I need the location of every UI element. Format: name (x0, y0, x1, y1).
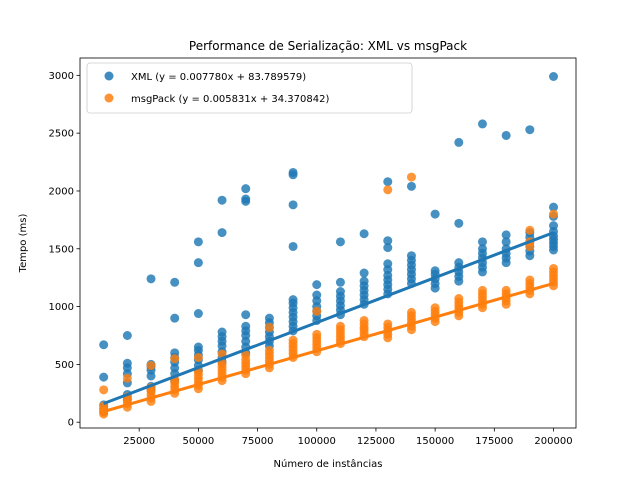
data-point (525, 125, 535, 135)
y-tick-label: 0 (68, 418, 74, 429)
data-point (525, 251, 535, 261)
data-point (501, 299, 511, 309)
data-point (170, 313, 180, 323)
data-point (99, 385, 109, 395)
data-point (122, 373, 132, 383)
y-axis-ticks: 0 500 1000 1500 2000 2500 3000 (49, 71, 80, 429)
legend-box (86, 62, 413, 114)
data-point (454, 137, 464, 147)
data-point (241, 196, 251, 206)
y-tick-label: 3000 (49, 71, 74, 82)
fit-line-1 (103, 281, 554, 413)
chart-title: Performance de Serialização: XML vs msgP… (189, 39, 467, 53)
data-point (383, 185, 393, 195)
legend-marker-msgpack (104, 93, 114, 103)
data-point (501, 130, 511, 140)
x-axis-ticks: 25000 50000 75000 100000 125000 150000 175000 2… (123, 428, 573, 447)
x-tick-label: 50000 (182, 436, 214, 447)
data-point (501, 237, 511, 247)
data-point (217, 228, 227, 238)
legend: XML (y = 0.007780x + 83.789579) msgPack … (86, 62, 413, 114)
data-point (146, 274, 156, 284)
series-0 (99, 72, 559, 417)
data-point (312, 280, 322, 290)
x-tick-label: 150000 (416, 436, 454, 447)
data-point (383, 333, 393, 343)
data-point (430, 317, 440, 327)
data-point (241, 310, 251, 320)
data-point (454, 276, 464, 286)
axes-frame (79, 57, 577, 429)
data-point (501, 230, 511, 240)
data-point (477, 267, 487, 277)
data-point (288, 200, 298, 210)
data-point (288, 241, 298, 251)
legend-marker-xml (104, 71, 114, 81)
data-point (146, 371, 156, 381)
data-point (312, 306, 322, 316)
data-point (241, 184, 251, 194)
data-point (477, 119, 487, 129)
data-point (264, 322, 274, 332)
x-tick-label: 175000 (475, 436, 513, 447)
data-point (359, 268, 369, 278)
fit-lines (103, 231, 555, 413)
data-point (406, 181, 416, 191)
data-point (193, 237, 203, 247)
data-point (501, 258, 511, 268)
data-point (170, 354, 180, 364)
legend-entry-xml: XML (y = 0.007780x + 83.789579) (131, 72, 306, 83)
data-point (193, 258, 203, 268)
y-axis-label: Tempo (ms) (18, 214, 29, 274)
data-point (454, 218, 464, 228)
data-point (406, 172, 416, 182)
data-point (549, 245, 559, 255)
data-point (383, 236, 393, 246)
y-tick-label: 1000 (49, 302, 74, 313)
data-point (122, 331, 132, 340)
x-tick-label: 125000 (357, 436, 395, 447)
data-point (288, 170, 298, 180)
data-point (383, 177, 393, 187)
fit-line-0 (103, 231, 555, 405)
data-point (359, 229, 369, 239)
data-point (335, 237, 345, 247)
data-point (170, 277, 180, 287)
y-tick-label: 1500 (49, 244, 74, 255)
data-point (217, 195, 227, 205)
y-tick-label: 2500 (49, 129, 74, 140)
data-point (454, 311, 464, 321)
data-point (549, 202, 559, 212)
data-point (430, 209, 440, 219)
data-point (549, 72, 559, 81)
data-point (549, 209, 559, 219)
data-point (430, 283, 440, 293)
data-point (383, 243, 393, 253)
series-1 (99, 172, 559, 419)
data-point (99, 372, 109, 382)
y-tick-label: 2000 (49, 186, 74, 197)
data-point (477, 237, 487, 247)
data-point (525, 225, 535, 235)
x-tick-label: 100000 (298, 436, 336, 447)
data-point (193, 352, 203, 362)
data-point (99, 340, 109, 350)
data-point (406, 325, 416, 335)
x-tick-label: 25000 (123, 436, 155, 447)
legend-entry-msgpack: msgPack (y = 0.005831x + 34.370842) (131, 94, 329, 105)
data-point (525, 241, 535, 251)
data-point (193, 309, 203, 319)
data-point (335, 277, 345, 287)
x-tick-label: 200000 (534, 436, 572, 447)
x-axis-label: Número de instâncias (274, 458, 383, 470)
data-point (146, 361, 156, 371)
plot-area (99, 72, 559, 419)
x-tick-label: 75000 (242, 436, 274, 447)
y-tick-label: 500 (55, 360, 74, 371)
